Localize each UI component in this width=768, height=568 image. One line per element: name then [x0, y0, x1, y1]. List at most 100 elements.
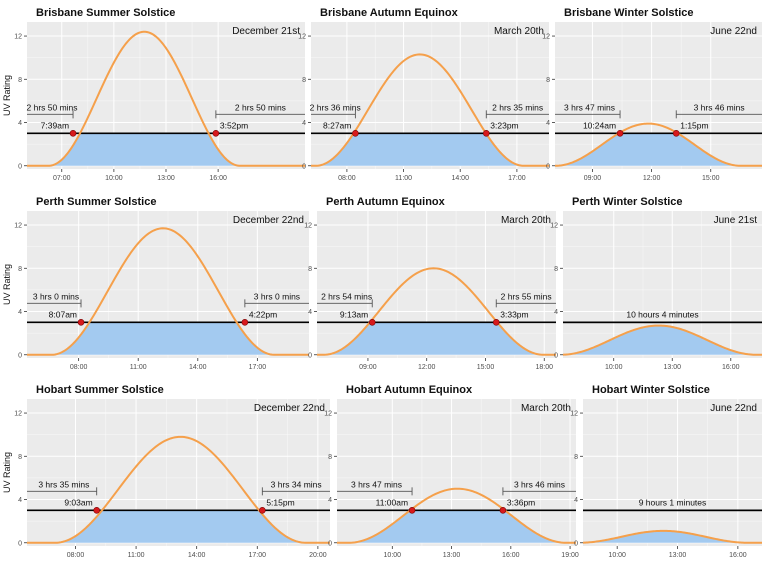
y-tick-label: 8	[554, 266, 558, 273]
crossing-time-label: 3:36pm	[507, 497, 535, 507]
x-tick-label: 10:00	[384, 552, 402, 559]
x-tick-label: 14:00	[189, 364, 207, 371]
panel-title: Brisbane Autumn Equinox	[320, 7, 459, 19]
x-tick-label: 13:00	[669, 552, 687, 559]
panel-date: March 20th	[521, 403, 571, 414]
chart-panel: Hobart Summer Solstice December 22nd 0 4 8 12…	[14, 384, 330, 559]
crossing-time-label: 3:33pm	[500, 309, 528, 319]
y-tick-label: 8	[302, 77, 306, 84]
panel-date: December 21st	[232, 26, 300, 37]
panel-date: March 20th	[501, 215, 551, 226]
x-tick-label: 08:00	[67, 552, 85, 559]
chart-panel: Perth Summer Solstice December 22nd 0 4 8 12 0…	[14, 196, 309, 371]
x-tick-label: 15:00	[702, 175, 720, 182]
y-axis-title: UV Rating	[2, 264, 12, 305]
below-threshold-area	[27, 133, 305, 166]
x-tick-label: 16:00	[729, 552, 747, 559]
y-tick-label: 4	[308, 309, 312, 316]
x-tick-label: 16:00	[722, 364, 740, 371]
y-tick-label: 0	[18, 163, 22, 170]
uv-curve	[27, 435, 330, 544]
x-tick-label: 07:00	[53, 175, 71, 182]
panel-title: Hobart Autumn Equinox	[346, 384, 473, 396]
duration-label-left: 3 hrs 0 mins	[33, 291, 79, 301]
y-tick-label: 8	[18, 77, 22, 84]
y-axis-title: UV Rating	[2, 75, 12, 116]
panel-date: June 21st	[714, 215, 758, 226]
y-tick-label: 4	[302, 120, 306, 127]
y-tick-label: 0	[554, 352, 558, 359]
threshold-crossing-point	[408, 507, 416, 514]
below-threshold-area	[27, 510, 330, 543]
panel-title: Brisbane Summer Solstice	[36, 7, 175, 19]
y-tick-label: 4	[18, 309, 22, 316]
duration-label-right: 3 hrs 34 mins	[271, 479, 322, 489]
crossing-time-label: 1:15pm	[680, 120, 708, 130]
crossing-time-label: 9:03am	[64, 497, 92, 507]
panel-date: June 22nd	[710, 26, 757, 37]
threshold-crossing-point	[93, 507, 100, 514]
crossing-time-label: 3:52pm	[220, 120, 248, 130]
threshold-crossing-point	[482, 130, 490, 137]
x-tick-label: 16:00	[209, 175, 227, 182]
y-tick-label: 8	[546, 77, 550, 84]
x-tick-label: 10:00	[608, 552, 626, 559]
below-threshold-area	[27, 322, 309, 355]
duration-label-left: 3 hrs 35 mins	[38, 479, 89, 489]
threshold-crossing-point	[672, 130, 680, 137]
threshold-crossing-point	[616, 130, 624, 137]
panel-title: Perth Winter Solstice	[572, 196, 683, 208]
x-tick-label: 14:00	[188, 552, 206, 559]
x-tick-label: 14:00	[451, 175, 469, 182]
below-threshold-area	[563, 325, 762, 355]
threshold-crossing-point	[212, 130, 220, 137]
x-tick-label: 10:00	[105, 175, 123, 182]
threshold-crossing-point	[241, 319, 249, 326]
y-tick-label: 8	[328, 454, 332, 461]
panel-title: Perth Autumn Equinox	[326, 196, 446, 208]
duration-label-right: 2 hrs 35 mins	[492, 102, 543, 112]
y-tick-label: 4	[546, 120, 550, 127]
threshold-crossing-point	[69, 130, 77, 137]
y-tick-label: 12	[14, 223, 22, 230]
chart-panel: Brisbane Winter Solstice June 22nd 0 4 8 12 09…	[542, 7, 762, 182]
x-tick-label: 09:00	[359, 364, 377, 371]
duration-label-right: 2 hrs 50 mins	[235, 102, 286, 112]
crossing-time-label: 10:24am	[583, 120, 616, 130]
crossing-time-label: 8:07am	[49, 309, 77, 319]
duration-label-right: 2 hrs 55 mins	[501, 291, 552, 301]
x-tick-label: 16:00	[502, 552, 520, 559]
duration-label-right: 3 hrs 46 mins	[694, 102, 745, 112]
x-tick-label: 18:00	[535, 364, 553, 371]
y-tick-label: 12	[14, 411, 22, 418]
x-tick-label: 13:00	[663, 364, 681, 371]
x-tick-label: 15:00	[477, 364, 495, 371]
x-tick-label: 11:00	[130, 364, 147, 371]
uv-curve	[582, 529, 762, 544]
duration-label-right: 3 hrs 0 mins	[254, 291, 300, 301]
y-tick-label: 0	[302, 163, 306, 170]
x-tick-label: 17:00	[249, 364, 267, 371]
uv-curve	[337, 487, 576, 544]
duration-label-left: 3 hrs 47 mins	[351, 479, 402, 489]
y-tick-label: 8	[18, 454, 22, 461]
y-tick-label: 4	[18, 497, 22, 504]
y-tick-label: 0	[18, 540, 22, 547]
uv-curve	[27, 30, 305, 167]
uv-curve	[562, 324, 762, 356]
chart-panel: Perth Autumn Equinox March 20th 0 4 8 12 09:00…	[304, 196, 556, 371]
y-tick-label: 0	[328, 540, 332, 547]
panel-background	[583, 399, 762, 546]
x-tick-label: 11:00	[395, 175, 412, 182]
x-tick-label: 12:00	[643, 175, 661, 182]
y-tick-label: 12	[550, 223, 558, 230]
y-tick-label: 4	[554, 309, 558, 316]
below-threshold-area	[311, 133, 549, 166]
y-axis-title: UV Rating	[2, 452, 12, 493]
y-tick-label: 4	[328, 497, 332, 504]
threshold-crossing-point	[77, 319, 85, 326]
x-tick-label: 20:00	[309, 552, 327, 559]
y-tick-label: 4	[574, 497, 578, 504]
